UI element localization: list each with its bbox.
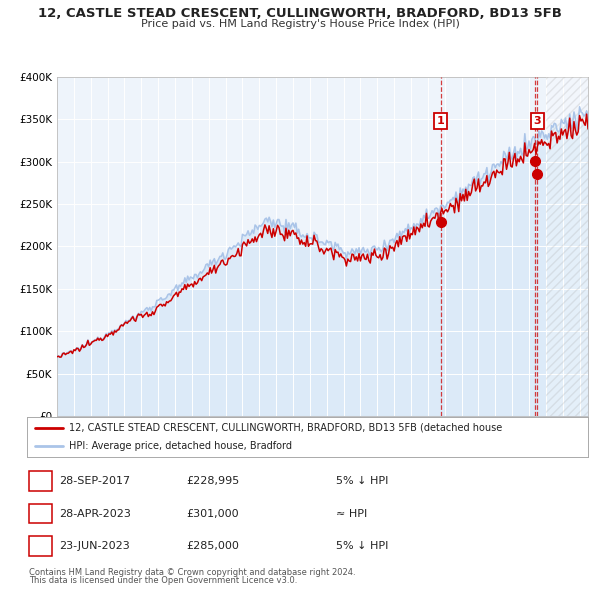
Text: Contains HM Land Registry data © Crown copyright and database right 2024.: Contains HM Land Registry data © Crown c… — [29, 568, 355, 577]
Bar — [546, 77, 588, 416]
Text: Price paid vs. HM Land Registry's House Price Index (HPI): Price paid vs. HM Land Registry's House … — [140, 19, 460, 30]
Text: 2: 2 — [37, 509, 44, 519]
Text: 3: 3 — [533, 116, 541, 126]
Text: 23-JUN-2023: 23-JUN-2023 — [59, 541, 130, 551]
Text: 1: 1 — [37, 476, 44, 486]
Text: 1: 1 — [437, 116, 445, 126]
Text: 3: 3 — [37, 541, 44, 551]
Text: 5% ↓ HPI: 5% ↓ HPI — [336, 476, 388, 486]
Text: 28-SEP-2017: 28-SEP-2017 — [59, 476, 130, 486]
Text: HPI: Average price, detached house, Bradford: HPI: Average price, detached house, Brad… — [69, 441, 292, 451]
Text: This data is licensed under the Open Government Licence v3.0.: This data is licensed under the Open Gov… — [29, 576, 297, 585]
Text: £228,995: £228,995 — [186, 476, 239, 486]
Text: ≈ HPI: ≈ HPI — [336, 509, 367, 519]
Text: £285,000: £285,000 — [186, 541, 239, 551]
Text: 12, CASTLE STEAD CRESCENT, CULLINGWORTH, BRADFORD, BD13 5FB: 12, CASTLE STEAD CRESCENT, CULLINGWORTH,… — [38, 7, 562, 20]
Text: £301,000: £301,000 — [186, 509, 239, 519]
Text: 28-APR-2023: 28-APR-2023 — [59, 509, 131, 519]
Text: 5% ↓ HPI: 5% ↓ HPI — [336, 541, 388, 551]
Text: 12, CASTLE STEAD CRESCENT, CULLINGWORTH, BRADFORD, BD13 5FB (detached house: 12, CASTLE STEAD CRESCENT, CULLINGWORTH,… — [69, 423, 502, 433]
